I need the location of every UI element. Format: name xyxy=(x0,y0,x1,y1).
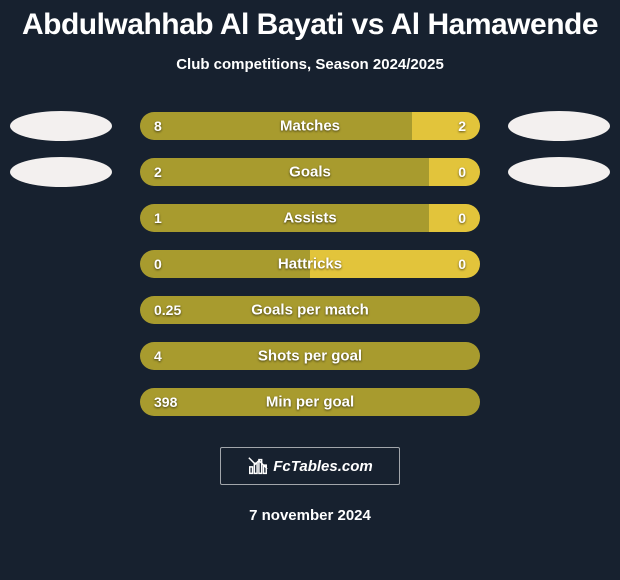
page-title: Abdulwahhab Al Bayati vs Al Hamawende xyxy=(0,8,620,42)
watermark-text: FcTables.com xyxy=(273,458,372,475)
stat-bar: 8 2 Matches xyxy=(140,112,480,140)
stat-value-right: 0 xyxy=(458,164,466,180)
stat-row: 1 0 Assists xyxy=(0,195,620,241)
stat-row: 0 0 Hattricks xyxy=(0,241,620,287)
stat-value-left: 398 xyxy=(154,394,177,410)
stat-label: Shots per goal xyxy=(258,348,362,365)
stat-bar: 4 Shots per goal xyxy=(140,342,480,370)
stat-value-right: 2 xyxy=(458,118,466,134)
player-oval-left xyxy=(10,111,112,141)
comparison-infographic: Abdulwahhab Al Bayati vs Al Hamawende Cl… xyxy=(0,0,620,580)
bar-left-segment xyxy=(140,158,429,186)
subtitle: Club competitions, Season 2024/2025 xyxy=(0,56,620,73)
stat-row: 2 0 Goals xyxy=(0,149,620,195)
player-oval-right xyxy=(508,111,610,141)
stat-value-left: 0 xyxy=(154,256,162,272)
stat-bar: 0.25 Goals per match xyxy=(140,296,480,324)
stat-bar: 398 Min per goal xyxy=(140,388,480,416)
bar-right-segment xyxy=(429,158,480,186)
stat-bar: 2 0 Goals xyxy=(140,158,480,186)
stat-label: Min per goal xyxy=(266,394,354,411)
stat-value-right: 0 xyxy=(458,210,466,226)
chart-icon xyxy=(247,455,269,477)
bar-right-segment xyxy=(429,204,480,232)
stat-label: Goals xyxy=(289,164,331,181)
stat-bar: 1 0 Assists xyxy=(140,204,480,232)
bar-right-segment xyxy=(412,112,480,140)
stat-row: 8 2 Matches xyxy=(0,103,620,149)
stat-value-left: 4 xyxy=(154,348,162,364)
stat-row: 0.25 Goals per match xyxy=(0,287,620,333)
stat-bar: 0 0 Hattricks xyxy=(140,250,480,278)
date: 7 november 2024 xyxy=(0,507,620,524)
stat-label: Matches xyxy=(280,118,340,135)
stat-value-right: 0 xyxy=(458,256,466,272)
stat-label: Goals per match xyxy=(251,302,369,319)
stat-label: Assists xyxy=(283,210,336,227)
stat-label: Hattricks xyxy=(278,256,342,273)
stat-value-left: 2 xyxy=(154,164,162,180)
stats-rows: 8 2 Matches 2 0 Goals 1 0 Assists 0 0 Hattricks 0.25… xyxy=(0,103,620,425)
stat-value-left: 0.25 xyxy=(154,302,181,318)
stat-row: 4 Shots per goal xyxy=(0,333,620,379)
watermark: FcTables.com xyxy=(220,447,400,485)
stat-row: 398 Min per goal xyxy=(0,379,620,425)
bar-left-segment xyxy=(140,112,412,140)
player-oval-left xyxy=(10,157,112,187)
stat-value-left: 1 xyxy=(154,210,162,226)
stat-value-left: 8 xyxy=(154,118,162,134)
player-oval-right xyxy=(508,157,610,187)
